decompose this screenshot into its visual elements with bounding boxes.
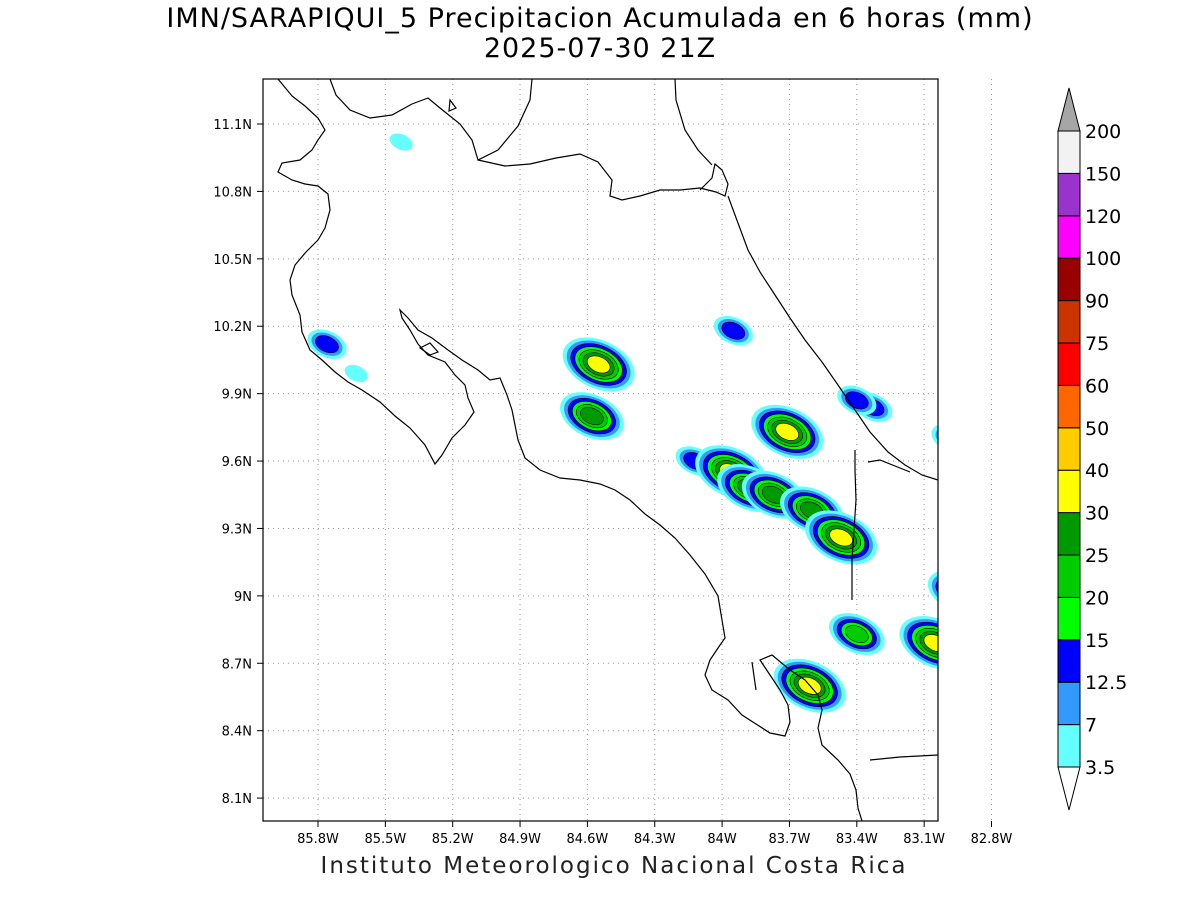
precip-cell (562, 337, 635, 392)
y-tick-label: 10.2N (213, 320, 252, 335)
colorbar-segment (1057, 639, 1081, 683)
map-title: IMN/SARAPIQUI_5 Precipitacion Acumulada … (166, 3, 1034, 34)
precipitation-field (307, 133, 1063, 740)
precip-cell (931, 423, 938, 454)
colorbar-segment (1057, 342, 1081, 386)
precip-cell (981, 501, 1030, 542)
coastline-and-borders (277, 79, 938, 821)
y-tick-label: 8.1N (222, 792, 252, 807)
colorbar-label: 75 (1085, 333, 1109, 355)
precip-cell (389, 133, 413, 151)
x-tick-label: 83.1W (903, 832, 945, 847)
colorbar-segment (1057, 596, 1081, 641)
y-tick-label: 9.3N (222, 522, 252, 537)
x-tick-label: 85.2W (432, 832, 474, 847)
x-tick-label: 84.9W (499, 832, 541, 847)
precip-cell (751, 404, 824, 459)
colorbar-segment (1057, 724, 1081, 768)
colorbar-label: 90 (1085, 291, 1109, 313)
colorbar-legend: 3.5 7 12.5 15 20 25 30 40 50 60 75 90 100 120 150 200 (1057, 87, 1127, 811)
colorbar-min-arrow (1057, 766, 1081, 811)
x-tick-label: 82.8W (971, 832, 1013, 847)
colorbar-segment (1057, 215, 1081, 259)
colorbar-segment (1057, 554, 1081, 598)
precip-cell (344, 364, 368, 383)
colorbar-label: 7 (1085, 715, 1097, 737)
y-tick-label: 9.6N (222, 455, 252, 470)
colorbar-label: 120 (1085, 206, 1121, 228)
x-tick-label: 85.8W (297, 832, 339, 847)
colorbar-label: 12.5 (1085, 672, 1127, 694)
map-valid-time: 2025-07-30 21Z (483, 33, 717, 64)
lat-lon-grid (263, 79, 992, 821)
colorbar-segment (1057, 257, 1081, 302)
precip-cell (560, 392, 624, 441)
precip-cell (927, 570, 938, 613)
axis-labels: 85.8W 85.5W 85.2W 84.9W 84.6W 84.3W 84W 83.7W 83… (213, 118, 1012, 847)
precip-cell (713, 315, 753, 346)
y-tick-label: 9.9N (222, 388, 252, 403)
y-tick-label: 10.5N (213, 253, 252, 268)
map-frame (262, 78, 939, 822)
precip-cell (307, 329, 347, 359)
colorbar-segment (1057, 469, 1081, 514)
colorbar-label: 200 (1085, 121, 1121, 143)
x-tick-label: 83.4W (836, 832, 878, 847)
y-tick-label: 10.8N (213, 185, 252, 200)
x-tick-label: 85.5W (364, 832, 406, 847)
footer-credit: Instituto Meteorologico Nacional Costa R… (320, 853, 908, 879)
colorbar-label: 40 (1085, 460, 1109, 482)
colorbar-label: 3.5 (1085, 757, 1115, 779)
colorbar-segment (1057, 384, 1081, 429)
precip-cell (899, 616, 938, 671)
x-tick-label: 84.6W (566, 832, 608, 847)
colorbar-label: 30 (1085, 503, 1109, 525)
colorbar-label: 20 (1085, 587, 1109, 609)
colorbar-segment (1057, 681, 1081, 726)
colorbar-segment (1057, 130, 1081, 174)
precip-cell (805, 510, 878, 565)
colorbar-segment (1057, 172, 1081, 217)
colorbar-label: 100 (1085, 248, 1121, 270)
colorbar-max-arrow (1057, 87, 1081, 132)
precip-cell (938, 664, 1027, 740)
colorbar-label: 25 (1085, 545, 1109, 567)
x-tick-label: 83.7W (769, 832, 811, 847)
colorbar-segment (1057, 427, 1081, 471)
x-tick-label: 84.3W (634, 832, 676, 847)
colorbar-label: 15 (1085, 630, 1109, 652)
y-tick-label: 9N (234, 590, 252, 605)
colorbar-label: 50 (1085, 418, 1109, 440)
y-tick-label: 8.4N (222, 725, 252, 740)
y-tick-label: 8.7N (222, 657, 252, 672)
colorbar-label: 60 (1085, 375, 1109, 397)
colorbar-segment (1057, 300, 1081, 344)
colorbar-label: 150 (1085, 163, 1121, 185)
y-tick-label: 11.1N (213, 118, 252, 133)
colorbar-segment (1057, 512, 1081, 556)
x-tick-label: 84W (707, 832, 737, 847)
precip-cell (974, 623, 1063, 699)
precip-cell (829, 613, 885, 655)
